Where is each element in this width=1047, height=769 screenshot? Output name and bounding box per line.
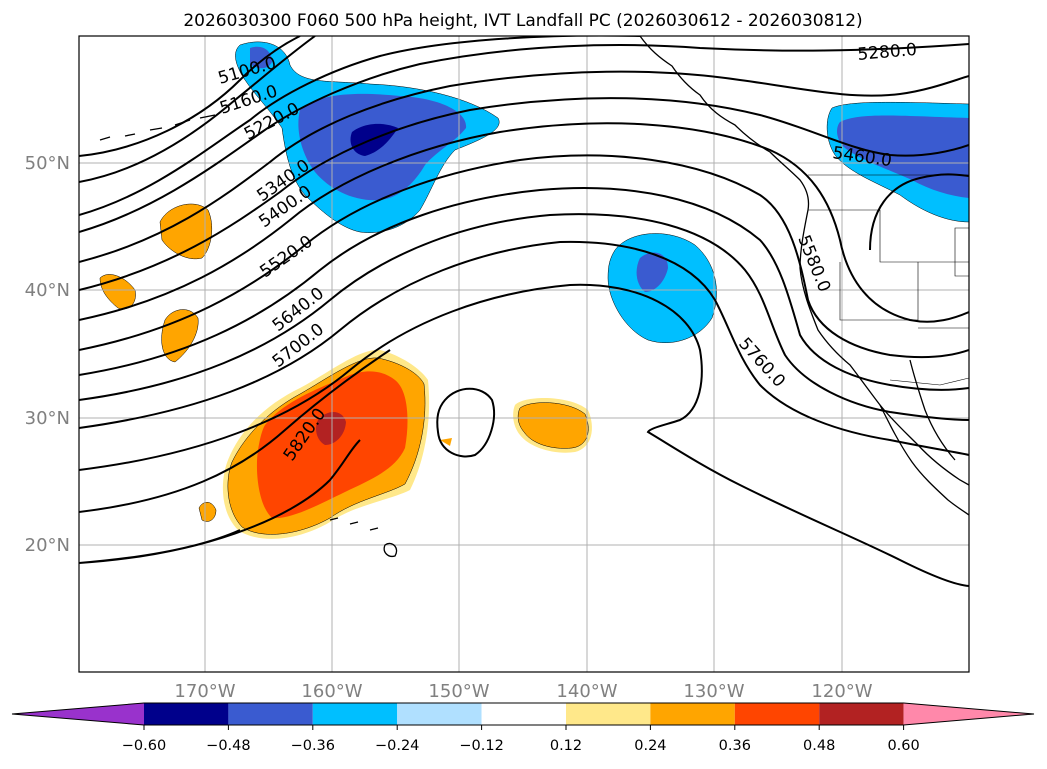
coastline-alaska-bc [639,36,810,211]
contour-5100 [79,36,301,157]
colorbar-seg-6 [566,703,651,725]
lon-labels: 170°W 160°W 150°W 140°W 130°W 120°W [174,681,872,702]
lat-labels: 20°N 30°N 40°N 50°N [25,153,70,556]
lon-label-150w: 150°W [428,681,489,702]
contour-closed-low [436,387,496,458]
lon-label-170w: 170°W [174,681,235,702]
lon-label-130w: 130°W [683,681,744,702]
contour-5580 [79,187,969,391]
colorbar-tick-label-4: −0.12 [459,738,503,754]
coastline-baja [879,404,969,516]
colorbar-seg-3 [312,703,398,725]
contour-5820 [79,349,391,513]
contour-5760 [79,283,969,587]
contour-5640-loop [79,439,361,564]
lon-label-160w: 160°W [301,681,362,702]
colorbar-tick-label-0: −0.60 [122,738,166,754]
contour-5340 [79,70,969,263]
negative-region-midpac [607,233,717,344]
positive-region-dot [440,438,452,446]
colorbar-seg-10 [903,703,1034,725]
colorbar-seg-7 [650,703,735,725]
contour-5400 [79,97,969,291]
contour-5700 [79,240,969,456]
colorbar-ticks [143,725,905,730]
contour-ne-loop [869,173,969,251]
colorbar-tick-label-1: −0.48 [206,738,250,754]
contour-5280 [79,43,969,233]
lon-label-140w: 140°W [556,681,617,702]
colorbar-seg-1 [144,703,229,725]
colorbar-tick-label-5: 0.12 [550,738,582,754]
negative-region-ne-inner [837,115,969,198]
contour-5640 [79,213,969,421]
contour-5520 [79,154,969,359]
colorbar-tick-labels: −0.60 −0.48 −0.36 −0.24 −0.12 0.12 0.24 … [122,738,920,754]
colorbar-seg-9 [819,703,904,725]
contour-5220 [79,36,640,216]
colorbar-seg-8 [734,703,820,725]
border-states-1 [808,209,969,263]
lat-label-30: 30°N [25,408,70,429]
lon-label-120w: 120°W [811,681,872,702]
negative-region-midpac-inner [636,252,668,292]
gridlines [79,36,969,672]
positive-region-east [517,402,589,449]
coastline-aleutians [99,114,216,141]
figure-title: 2026030300 F060 500 hPa height, IVT Land… [183,11,862,31]
map-area: 5100.0 5160.0 5220.0 5280.0 5340.0 5400.… [79,36,969,672]
colorbar-tick-label-6: 0.24 [634,738,666,754]
border-states-3 [918,227,969,329]
colorbar-seg-4 [397,703,482,725]
colorbar-seg-5 [481,703,566,725]
colorbar-tick-label-8: 0.48 [803,738,835,754]
contour-5460 [79,122,969,323]
colorbar-tick-label-9: 0.60 [887,738,919,754]
lat-label-50: 50°N [25,153,70,174]
coastline-hawaii [329,517,398,558]
border-us-mexico [889,377,969,386]
colorbar-tick-label-2: −0.36 [291,738,335,754]
colorbar-tick-label-7: 0.36 [719,738,751,754]
positive-region-w4 [198,502,217,522]
coastline-mexico [909,359,956,461]
contour-5160 [79,36,316,183]
negative-region-gulf-core [350,123,398,156]
colorbar-tick-label-3: −0.24 [375,738,419,754]
map-frame [78,35,970,673]
positive-region-central-core [316,412,346,445]
negative-region-gulf-inner [250,46,467,201]
map-frame-bg [79,36,969,672]
lat-label-20: 20°N [25,535,70,556]
colorbar-seg-0 [12,703,144,725]
colorbar-seg-2 [228,703,313,725]
lat-label-40: 40°N [25,280,70,301]
border-states-2 [839,262,919,321]
borders [808,174,969,386]
height-contours [79,36,969,587]
colorbar: −0.60 −0.48 −0.36 −0.24 −0.12 0.12 0.24 … [11,702,1035,754]
